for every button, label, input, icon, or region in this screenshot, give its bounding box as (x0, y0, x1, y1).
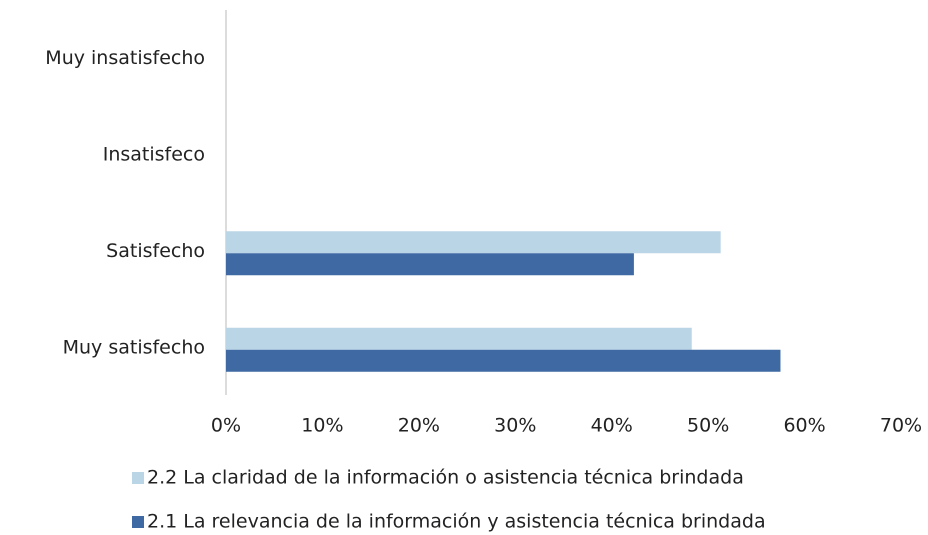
bar (226, 349, 781, 372)
x-tick-label: 20% (398, 415, 440, 437)
x-tick-label: 70% (880, 415, 922, 437)
bar (226, 253, 634, 276)
x-tick-label: 40% (591, 415, 633, 437)
x-tick-label: 50% (687, 415, 729, 437)
x-tick-label: 30% (494, 415, 536, 437)
legend-label: 2.2 La claridad de la información o asis… (147, 467, 744, 489)
legend-swatch (132, 516, 144, 528)
legend-swatch (132, 472, 144, 484)
y-tick-label: Muy insatisfecho (45, 47, 205, 69)
y-tick-label: Satisfecho (106, 240, 205, 262)
x-tick-label: 0% (211, 415, 241, 437)
x-tick-label: 60% (783, 415, 825, 437)
y-tick-label: Muy satisfecho (63, 336, 205, 358)
bar (226, 231, 721, 254)
y-tick-label: Insatisfeco (103, 143, 205, 165)
bar (226, 327, 692, 350)
x-tick-label: 10% (301, 415, 343, 437)
legend-label: 2.1 La relevancia de la información y as… (147, 511, 766, 533)
